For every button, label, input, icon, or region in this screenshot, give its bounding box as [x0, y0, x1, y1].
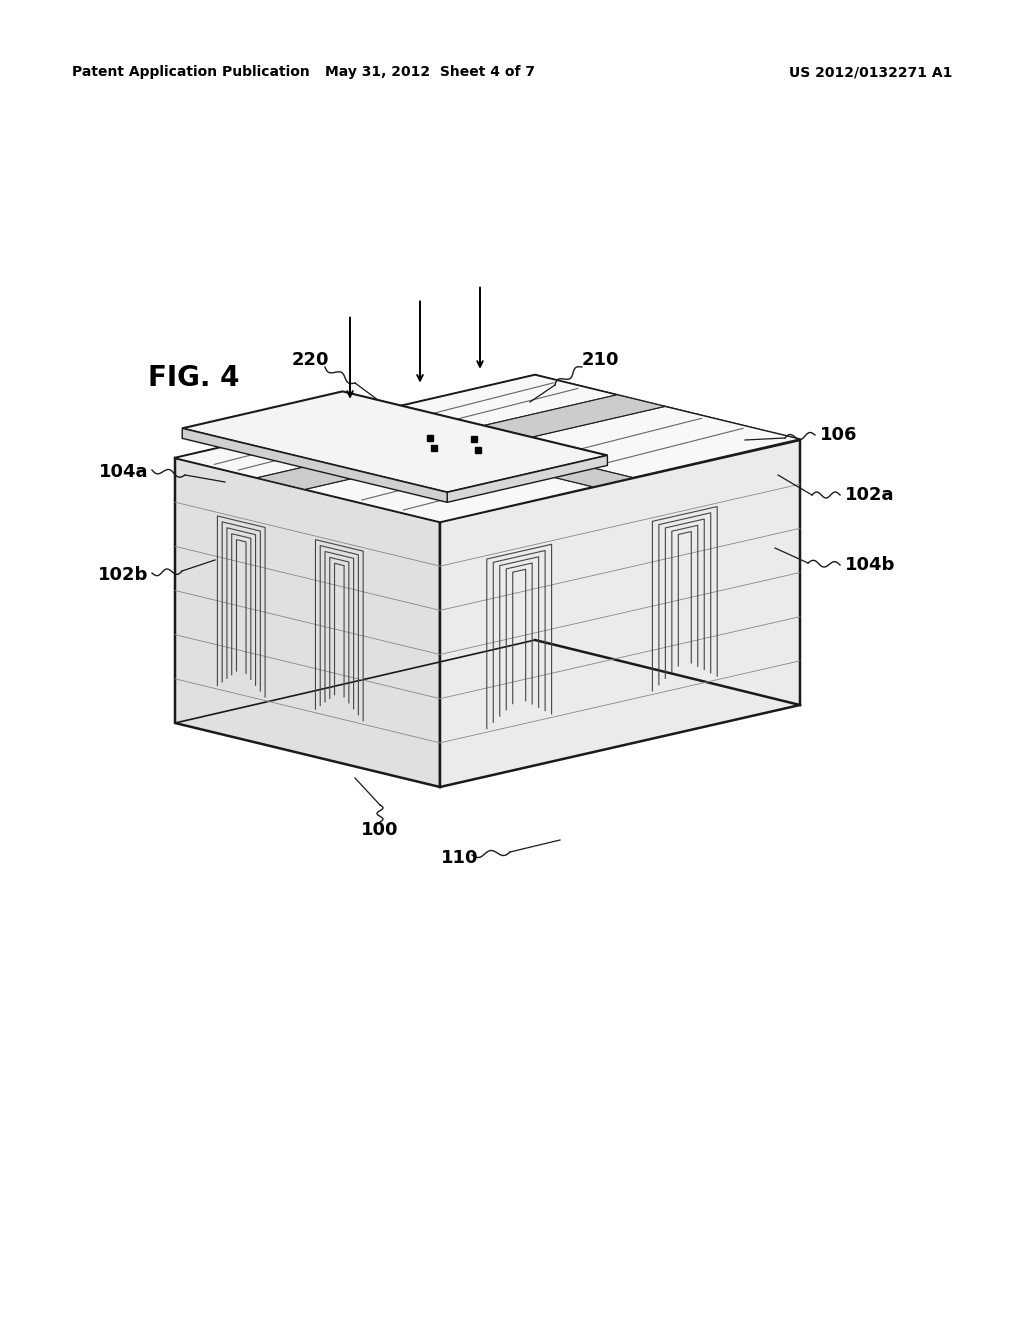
Polygon shape [182, 428, 447, 503]
Polygon shape [440, 440, 800, 787]
Text: 100: 100 [361, 821, 398, 840]
Polygon shape [257, 395, 665, 490]
Polygon shape [328, 413, 633, 487]
Polygon shape [175, 375, 800, 521]
Text: 102a: 102a [845, 486, 895, 504]
Text: 104b: 104b [845, 556, 895, 574]
Text: 104a: 104a [98, 463, 148, 480]
Polygon shape [182, 392, 607, 492]
Text: FIG. 4: FIG. 4 [148, 364, 240, 392]
Polygon shape [368, 375, 617, 433]
Polygon shape [305, 454, 593, 521]
Polygon shape [175, 422, 411, 478]
Polygon shape [447, 455, 607, 503]
Text: 102b: 102b [97, 566, 148, 583]
Text: US 2012/0132271 A1: US 2012/0132271 A1 [788, 65, 952, 79]
Text: May 31, 2012  Sheet 4 of 7: May 31, 2012 Sheet 4 of 7 [325, 65, 535, 79]
Text: 220: 220 [291, 351, 329, 370]
Text: 110: 110 [441, 849, 479, 867]
Text: 106: 106 [820, 426, 857, 444]
Text: Patent Application Publication: Patent Application Publication [72, 65, 309, 79]
Polygon shape [498, 407, 800, 478]
Polygon shape [342, 392, 607, 466]
Text: 210: 210 [582, 351, 618, 370]
Polygon shape [175, 458, 440, 787]
